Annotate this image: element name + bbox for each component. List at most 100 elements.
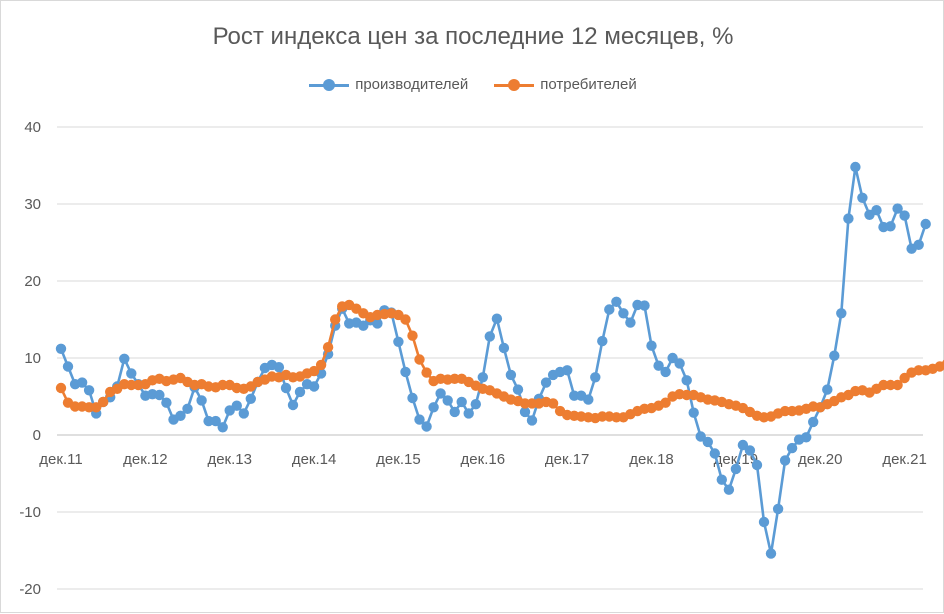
data-point-producers [899, 210, 910, 221]
data-point-producers [287, 399, 299, 411]
y-tick-label: 30 [24, 196, 41, 213]
data-point-producers [590, 372, 601, 383]
data-point-producers [477, 372, 488, 383]
data-point-producers [779, 455, 791, 466]
data-point-producers [913, 239, 924, 250]
series-line-producers [59, 165, 927, 555]
data-point-producers [294, 386, 306, 398]
data-point-consumers [330, 314, 341, 325]
data-point-producers [843, 213, 854, 224]
data-point-producers [519, 406, 531, 418]
data-point-producers [372, 318, 383, 329]
data-point-consumers [892, 379, 903, 391]
legend-item-producers: производителей [309, 76, 468, 93]
x-tick-label: дек.21 [882, 451, 927, 468]
data-point-producers [751, 459, 763, 471]
data-point-producers [597, 335, 608, 347]
data-point-producers [526, 415, 538, 426]
data-point-producers [688, 407, 699, 418]
y-tick-label: 40 [24, 119, 41, 136]
chart-title: Рост индекса цен за последние 12 месяцев… [212, 23, 734, 50]
data-point-consumers [660, 397, 671, 408]
data-point-producers [737, 439, 749, 451]
data-point-consumers [308, 365, 320, 377]
data-point-producers [836, 308, 847, 319]
x-tick-label: дек.18 [629, 451, 674, 468]
data-point-producers [407, 392, 418, 404]
data-point-producers [154, 389, 165, 401]
legend-item-consumers: потребителей [494, 76, 637, 93]
data-point-producers [512, 384, 524, 395]
data-point-producers [892, 203, 903, 214]
data-point-producers [660, 366, 671, 378]
data-point-producers [857, 192, 868, 203]
data-point-producers [772, 503, 784, 515]
data-point-producers [604, 304, 615, 315]
data-point-producers [76, 377, 88, 388]
data-point-producers [583, 394, 594, 405]
data-point-consumers [98, 396, 109, 408]
y-tick-label: 20 [24, 273, 41, 290]
legend-swatch-producers [309, 78, 350, 91]
data-point-consumers [899, 372, 910, 384]
data-point-producers [245, 393, 256, 404]
data-point-producers [182, 403, 193, 414]
data-point-producers [119, 353, 130, 364]
data-point-producers [463, 408, 474, 419]
legend-label-consumers: потребителей [540, 76, 637, 93]
data-point-producers [491, 313, 503, 324]
data-point-consumers [941, 359, 944, 369]
x-tick-label: дек.17 [545, 451, 590, 468]
data-point-producers [920, 218, 931, 230]
data-point-producers [484, 331, 495, 342]
data-point-producers [709, 448, 720, 459]
y-tick-label: 0 [33, 427, 41, 444]
data-point-producers [55, 343, 67, 354]
data-point-consumers [315, 359, 327, 371]
data-point-producers [400, 366, 411, 378]
data-point-consumers [55, 382, 67, 394]
x-tick-label: дек.11 [39, 451, 82, 468]
data-point-producers [83, 385, 95, 396]
data-point-producers [470, 399, 481, 410]
data-point-producers [231, 400, 242, 411]
data-point-consumers [547, 398, 559, 409]
data-point-producers [308, 381, 320, 392]
data-point-producers [758, 516, 770, 528]
data-point-producers [562, 365, 573, 376]
data-point-producers [126, 368, 137, 379]
data-point-producers [217, 422, 228, 433]
data-point-producers [442, 395, 453, 406]
data-point-producers [716, 474, 727, 485]
data-point-consumers [407, 330, 418, 341]
data-point-producers [414, 414, 425, 425]
data-point-producers [681, 375, 692, 386]
x-tick-label: дек.13 [207, 451, 252, 468]
data-point-producers [238, 408, 249, 419]
data-point-producers [196, 395, 207, 406]
data-point-producers [765, 548, 777, 559]
data-point-consumers [400, 314, 411, 325]
data-point-producers [702, 436, 713, 448]
x-tick-label: дек.14 [292, 451, 337, 468]
data-point-producers [653, 360, 664, 371]
x-tick-label: дек.15 [376, 451, 421, 468]
legend: производителей потребителей [1, 76, 944, 93]
y-tick-label: -20 [19, 581, 41, 598]
x-tick-label: дек.16 [461, 451, 506, 468]
data-point-producers [161, 397, 172, 408]
data-point-producers [358, 320, 369, 331]
x-tick-label: дек.20 [798, 451, 843, 468]
data-point-producers [421, 421, 432, 432]
data-point-producers [505, 369, 517, 381]
y-tick-label: -10 [19, 504, 41, 521]
data-point-producers [435, 388, 446, 399]
data-point-producers [723, 484, 735, 495]
legend-label-producers: производителей [355, 76, 469, 93]
data-point-producers [618, 308, 629, 319]
data-point-consumers [322, 342, 334, 353]
data-point-producers [822, 384, 833, 395]
data-point-producers [456, 396, 467, 408]
data-point-producers [871, 205, 882, 216]
